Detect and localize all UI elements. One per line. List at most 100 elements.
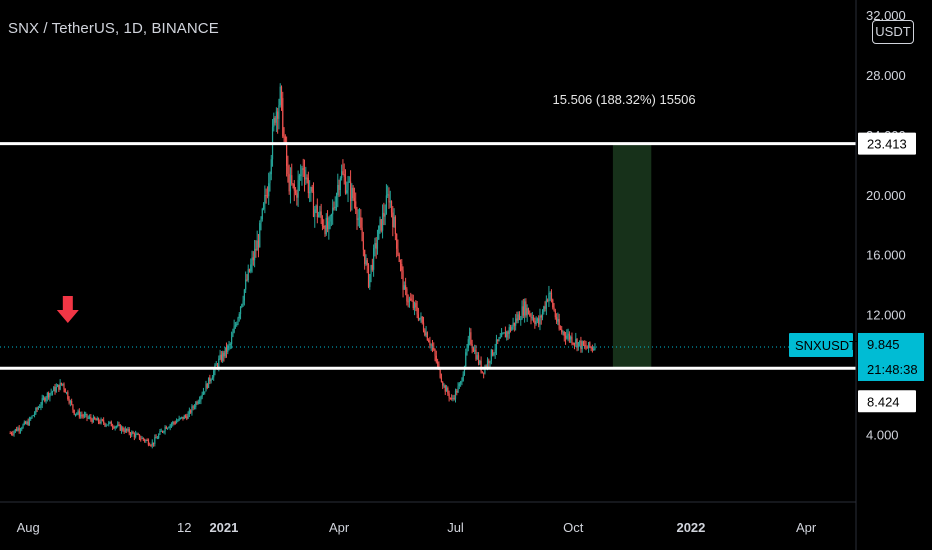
candle-body (387, 194, 389, 196)
candle-body (357, 218, 359, 220)
candle-body (223, 352, 225, 357)
candle-body (233, 326, 235, 333)
candle-body (35, 408, 37, 414)
candle-body (164, 426, 166, 432)
candle-body (197, 401, 199, 404)
candle-body (178, 418, 180, 421)
candle-body (320, 211, 322, 218)
candle-body (325, 217, 327, 234)
candle-body (558, 318, 560, 329)
candle-body (530, 314, 532, 318)
candle-body (141, 437, 143, 439)
candle-body (318, 215, 320, 218)
candle-body (64, 388, 66, 393)
candle-body (9, 433, 11, 435)
levels-layer (0, 142, 856, 370)
candle-body (183, 415, 185, 420)
candle-body (412, 300, 414, 309)
candle-body (111, 426, 114, 428)
candle-body (526, 308, 528, 316)
candle-body (334, 206, 336, 208)
candle-body (163, 431, 165, 433)
candle-body (26, 421, 28, 424)
candle-body (466, 347, 468, 353)
candle-body (360, 217, 362, 228)
candle-body (275, 111, 277, 123)
candle-body (503, 332, 505, 334)
candle-body (371, 265, 373, 270)
candle-body (479, 360, 481, 364)
candle-body (370, 265, 372, 275)
candle-body (465, 352, 467, 367)
candle-body (488, 360, 490, 364)
candle-body (60, 382, 63, 385)
candle-body (48, 392, 50, 398)
candle-body (159, 430, 161, 435)
candle-body (69, 401, 71, 403)
candles-layer (9, 83, 596, 449)
candle-body (460, 381, 462, 384)
candle-body (135, 433, 137, 437)
candle-body (367, 265, 370, 287)
candle-body (160, 430, 162, 432)
candle-body (179, 417, 182, 419)
candle-body (506, 331, 508, 338)
candle-body (424, 330, 426, 336)
candle-body (445, 387, 448, 392)
candle-body (296, 193, 298, 198)
candle-body (443, 385, 445, 387)
candle-body (474, 349, 476, 352)
candle-body (195, 402, 197, 408)
candle-body (548, 293, 550, 302)
candle-body (287, 165, 289, 174)
candle-body (374, 243, 376, 249)
candle-body (266, 195, 269, 197)
candle-body (457, 386, 459, 393)
candle-body (138, 434, 141, 439)
candle-body (289, 175, 292, 192)
candle-body (535, 320, 537, 325)
candle-body (358, 217, 361, 219)
candle-body (475, 349, 477, 360)
candle-body (490, 349, 492, 362)
candle-body (472, 348, 475, 352)
candle-body (461, 381, 463, 383)
candle-body (417, 314, 420, 320)
candle-body (219, 354, 221, 359)
candle-body (128, 428, 130, 434)
candle-body (190, 410, 192, 413)
candle-body (435, 355, 437, 362)
candle-body (21, 428, 23, 430)
candle-body (187, 413, 189, 419)
candle-body (385, 195, 388, 214)
candle-body (425, 332, 427, 336)
candle-body (207, 377, 210, 388)
candle-body (515, 318, 517, 326)
candle-body (152, 442, 155, 444)
candle-body (105, 424, 107, 426)
candle-body (582, 341, 585, 346)
currency-badge[interactable]: USDT (872, 20, 914, 44)
candle-body (410, 298, 412, 301)
candle-body (222, 352, 224, 361)
candle-body (211, 377, 214, 380)
candle-body (458, 383, 460, 387)
candle-body (397, 248, 399, 255)
candle-body (41, 398, 43, 405)
candle-body (204, 391, 206, 393)
candle-body (309, 191, 311, 194)
candle-body (534, 321, 536, 325)
candle-body (580, 340, 582, 350)
candle-body (188, 410, 190, 414)
candle-body (579, 340, 581, 343)
candle-body (430, 344, 432, 346)
candle-body (23, 421, 25, 425)
candle-body (168, 427, 170, 429)
candle-body (277, 111, 279, 119)
candle-body (413, 303, 416, 309)
candle-body (518, 314, 521, 320)
candle-body (536, 318, 538, 321)
candle-body (196, 402, 198, 404)
candle-body (415, 303, 417, 308)
